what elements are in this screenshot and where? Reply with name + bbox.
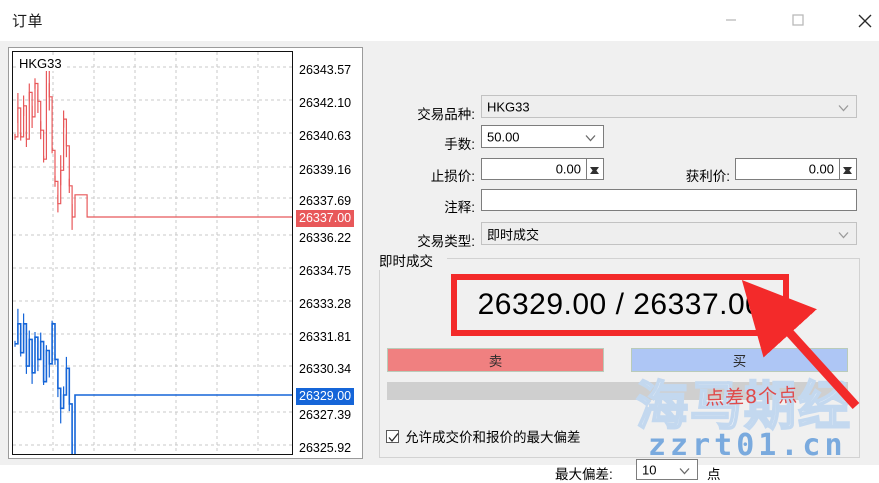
comment-label: 注释: (444, 200, 475, 215)
symbol-combo[interactable]: HKG33 (481, 95, 857, 118)
y-axis-tick: 26339.16 (299, 163, 352, 177)
max-deviation-unit: 点 (707, 467, 721, 482)
price-display: 26329.00 / 26337.00 (455, 278, 785, 332)
takeprofit-label: 获利价: (685, 169, 730, 184)
max-deviation-label: 最大偏差: (555, 467, 613, 482)
price-display-inner: 26329.00 / 26337.00 (455, 278, 785, 332)
dialog-body: HKG33 26343.57 26342.10 26340.63 26339.16 26… (0, 41, 879, 482)
order-type-value: 即时成交 (487, 227, 540, 242)
takeprofit-value: 0.00 (808, 161, 834, 177)
ask-price-badge: 26337.00 (296, 210, 355, 227)
ask-line (15, 62, 292, 218)
y-axis-tick: 26327.39 (299, 408, 352, 422)
price-chart-panel[interactable]: HKG33 26343.57 26342.10 26340.63 26339.16 26… (8, 47, 363, 459)
stoploss-stepper[interactable] (586, 159, 603, 179)
close-icon (842, 14, 879, 28)
order-type-label: 交易类型: (417, 234, 475, 249)
y-axis-tick: 26336.22 (299, 231, 352, 245)
sell-button-label: 卖 (488, 354, 503, 369)
chart-gridlines (13, 52, 292, 454)
order-type-combo[interactable]: 即时成交 (481, 222, 857, 245)
y-axis-tick: 26334.75 (299, 264, 352, 278)
chart-symbol-label: HKG33 (19, 56, 64, 71)
y-axis-tick: 26337.69 (299, 194, 352, 208)
bid-ask-price-text: 26329.00 / 26337.00 (477, 288, 763, 321)
execution-groupbox (379, 258, 860, 458)
chevron-down-icon (838, 99, 849, 114)
minimize-icon (708, 14, 754, 26)
volume-value: 50.00 (487, 129, 520, 144)
takeprofit-input[interactable]: 0.00 (735, 158, 857, 180)
sell-button[interactable]: 卖 (387, 348, 604, 372)
chevron-down-icon (585, 129, 596, 144)
bid-price-badge: 26329.00 (296, 388, 355, 405)
maximize-icon (775, 14, 821, 26)
check-icon (388, 432, 399, 442)
minimize-button[interactable] (708, 0, 754, 40)
window-title: 订单 (12, 13, 44, 30)
spinner-down-icon[interactable] (590, 161, 599, 176)
execution-group-title: 即时成交 (379, 250, 437, 270)
status-strip (387, 382, 848, 400)
y-axis-tick: 26331.81 (299, 330, 352, 344)
takeprofit-stepper[interactable] (839, 159, 856, 179)
chart-series (14, 58, 292, 454)
symbol-label: 交易品种: (417, 107, 475, 122)
annotation-text: 点差8个点 (704, 384, 799, 410)
deviation-checkbox-label: 允许成交价和报价的最大偏差 (405, 430, 581, 445)
symbol-value: HKG33 (487, 99, 530, 114)
spinner-down-icon[interactable] (843, 161, 852, 176)
stoploss-input[interactable]: 0.00 (481, 158, 604, 180)
y-axis-tick: 26342.10 (299, 96, 352, 110)
deviation-checkbox-row[interactable]: 允许成交价和报价的最大偏差 (386, 426, 581, 446)
y-axis-tick: 26333.28 (299, 297, 352, 311)
stoploss-value: 0.00 (555, 161, 581, 177)
chevron-down-icon (838, 226, 849, 241)
stoploss-label: 止损价: (430, 169, 475, 184)
maximize-button[interactable] (775, 0, 821, 40)
groupbox-border-right (447, 258, 860, 259)
window-titlebar: 订单 (0, 0, 879, 42)
watermark-url: zzrt01.cn (648, 428, 847, 463)
y-axis-tick: 26340.63 (299, 129, 352, 143)
y-axis-tick: 26330.34 (299, 362, 352, 376)
chart-plot-area[interactable]: HKG33 (12, 51, 293, 455)
max-deviation-value: 10 (642, 462, 657, 477)
volume-label: 手数: (444, 137, 475, 152)
volume-combo[interactable]: 50.00 (481, 125, 604, 148)
close-button[interactable] (842, 0, 879, 40)
chevron-down-icon (679, 462, 690, 477)
chart-y-axis: 26343.57 26342.10 26340.63 26339.16 26337.69… (295, 51, 361, 455)
comment-input[interactable] (481, 189, 857, 211)
deviation-checkbox[interactable] (386, 429, 399, 443)
buy-button-label: 买 (732, 354, 747, 369)
bid-line (15, 323, 292, 454)
y-axis-tick: 26343.57 (299, 63, 352, 77)
y-axis-tick: 26325.92 (299, 441, 352, 455)
